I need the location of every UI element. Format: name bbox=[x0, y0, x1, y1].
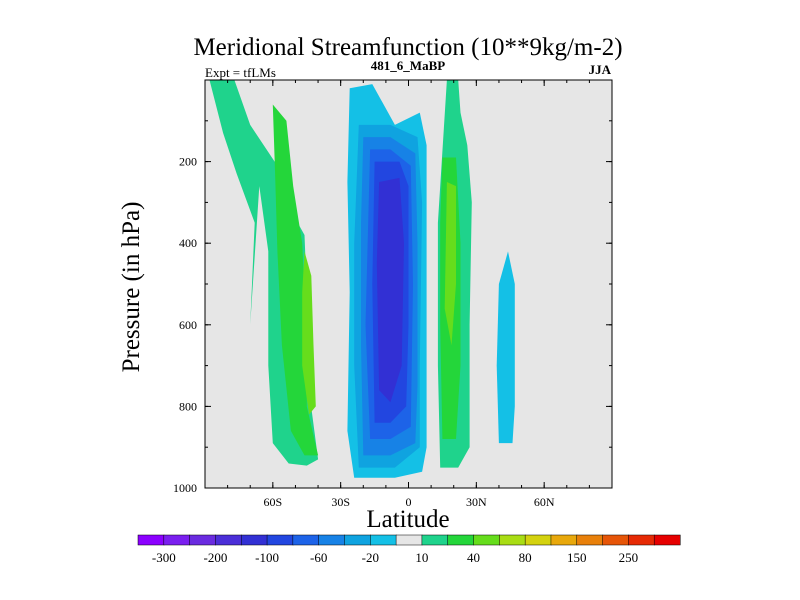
contour-northern-blue-core bbox=[496, 251, 515, 444]
colorbar-label: 40 bbox=[467, 550, 480, 565]
center-label: 481_6_MaBP bbox=[371, 58, 445, 73]
colorbar-swatch bbox=[473, 534, 500, 546]
colorbar-swatch bbox=[344, 534, 371, 546]
colorbar-swatch bbox=[653, 534, 681, 546]
y-tick-label: 800 bbox=[179, 399, 197, 413]
colorbar-label: -20 bbox=[362, 550, 379, 565]
x-tick-label: 30N bbox=[466, 495, 487, 509]
colorbar-swatch bbox=[447, 534, 475, 546]
x-axis-label: Latitude bbox=[366, 506, 449, 533]
y-tick-label: 1000 bbox=[173, 481, 197, 495]
contour-northern-green-core bbox=[444, 182, 456, 346]
colorbar-swatch bbox=[266, 534, 294, 546]
colorbar-swatch bbox=[137, 534, 165, 546]
colorbar-swatch bbox=[602, 534, 629, 546]
colorbar-label: -100 bbox=[255, 550, 279, 565]
left-label: Expt = tfLMs bbox=[205, 65, 276, 80]
x-tick-label: 30S bbox=[331, 495, 350, 509]
colorbar-label: -300 bbox=[152, 550, 176, 565]
y-axis: 200 400 600 800 1000 bbox=[173, 120, 612, 495]
colorbar-swatch bbox=[576, 534, 604, 546]
colorbar-swatch bbox=[370, 534, 397, 546]
colorbar-swatch bbox=[395, 534, 423, 546]
colorbar: -300 -200 -100 -60 -20 10 40 80 150 250 bbox=[137, 534, 681, 565]
colorbar-label: 150 bbox=[567, 550, 587, 565]
colorbar-swatch bbox=[292, 534, 320, 546]
colorbar-swatch bbox=[421, 534, 449, 546]
colorbar-swatch bbox=[163, 534, 191, 546]
y-tick-label: 400 bbox=[179, 236, 197, 250]
colorbar-label: -200 bbox=[204, 550, 228, 565]
contour-hadley-core bbox=[376, 177, 404, 403]
colorbar-swatch bbox=[215, 534, 242, 546]
x-axis: 60S 30S 0 30N 60N bbox=[204, 80, 613, 509]
colorbar-swatch bbox=[550, 534, 578, 546]
contour-southern-cell-core bbox=[302, 251, 316, 415]
colorbar-label: 80 bbox=[519, 550, 532, 565]
chart-title: Meridional Streamfunction (10**9kg/m-2) bbox=[193, 34, 622, 61]
colorbar-label: -60 bbox=[310, 550, 327, 565]
x-tick-label: 0 bbox=[406, 495, 412, 509]
y-tick-label: 200 bbox=[179, 155, 197, 169]
colorbar-swatch bbox=[318, 534, 346, 546]
x-tick-label: 60S bbox=[263, 495, 282, 509]
colorbar-swatch bbox=[628, 534, 655, 546]
colorbar-swatch bbox=[240, 534, 268, 546]
right-label: JJA bbox=[589, 62, 612, 77]
colorbar-label: 10 bbox=[415, 550, 428, 565]
y-tick-label: 600 bbox=[179, 318, 197, 332]
x-tick-label: 60N bbox=[534, 495, 555, 509]
colorbar-swatch bbox=[189, 534, 216, 546]
y-axis-label: Pressure (in hPa) bbox=[118, 202, 145, 373]
contour-layer bbox=[209, 80, 520, 484]
colorbar-swatch bbox=[499, 534, 526, 546]
colorbar-label: 250 bbox=[619, 550, 639, 565]
plot-area: 60S 30S 0 30N 60N 200 400 600 800 1000 bbox=[173, 79, 613, 509]
colorbar-swatch bbox=[524, 534, 552, 546]
